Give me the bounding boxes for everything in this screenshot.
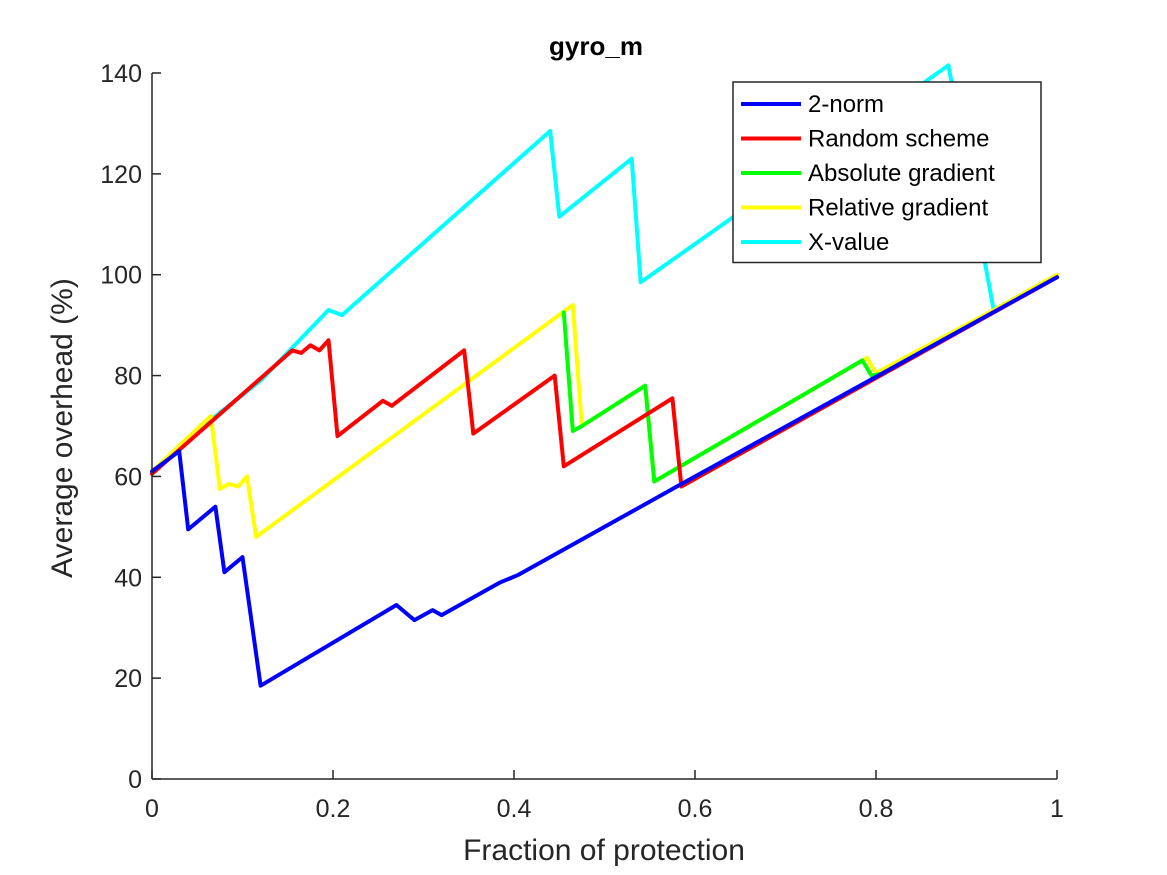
- legend: 2-norm Random scheme Absolute gradient Rela…: [732, 81, 1042, 264]
- x-tick-label: 1: [1050, 795, 1064, 823]
- y-tick-label: 60: [114, 463, 142, 491]
- axes-group: 0 0.2 0.4 0.6 0.8 1 0 20 40 60 80 100 120 140: [100, 60, 1064, 823]
- y-tick-label: 0: [128, 766, 142, 794]
- series-line-random-scheme: [150, 275, 1059, 489]
- y-tick-label: 20: [114, 665, 142, 693]
- y-axis-label: Average overhead (%): [46, 278, 79, 578]
- y-tick-label: 140: [100, 60, 142, 88]
- legend-label: Absolute gradient: [808, 160, 995, 187]
- x-tick-label: 0: [145, 795, 159, 823]
- y-tick-label: 80: [114, 363, 142, 391]
- legend-label: 2-norm: [808, 91, 884, 118]
- x-tick-label: 0.6: [678, 795, 713, 823]
- y-tick-label: 40: [114, 564, 142, 592]
- y-tick-label: 100: [100, 262, 142, 290]
- x-tick-label: 0.4: [497, 795, 532, 823]
- series-line-absolute-gradient: [561, 310, 888, 484]
- series-line-relative-gradient: [150, 272, 1059, 539]
- x-axis-label: Fraction of protection: [463, 834, 745, 867]
- legend-label: Random scheme: [808, 126, 989, 153]
- series-line-2-norm: [150, 275, 1059, 688]
- legend-label: X-value: [808, 229, 889, 256]
- y-tick-label: 120: [100, 161, 142, 189]
- x-tick-label: 0.2: [316, 795, 351, 823]
- legend-label: Relative gradient: [808, 195, 988, 222]
- x-tick-label: 0.8: [859, 795, 894, 823]
- chart-title: gyro_m: [549, 31, 643, 61]
